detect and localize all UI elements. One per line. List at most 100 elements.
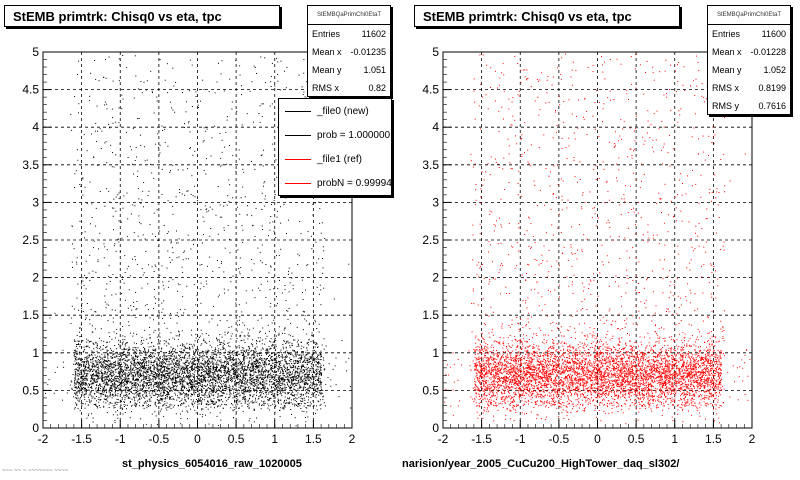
scatter-point (169, 352, 171, 354)
scatter-point (170, 170, 171, 172)
scatter-point (197, 404, 199, 406)
scatter-point (245, 372, 247, 374)
scatter-point (260, 388, 262, 390)
scatter-point (193, 380, 195, 382)
scatter-point (160, 397, 162, 399)
scatter-point (285, 360, 287, 362)
scatter-point (220, 366, 221, 368)
scatter-point (320, 364, 322, 366)
scatter-point (188, 376, 190, 378)
scatter-point (136, 263, 138, 265)
scatter-point (203, 371, 205, 373)
scatter-point (215, 368, 217, 370)
scatter-point (183, 356, 185, 358)
scatter-point (205, 158, 207, 160)
scatter-point (269, 376, 271, 378)
scatter-point (321, 356, 322, 357)
scatter-point (132, 352, 134, 354)
scatter-point (251, 381, 253, 383)
scatter-point (187, 411, 189, 413)
scatter-point (143, 382, 145, 384)
scatter-point (133, 375, 135, 377)
scatter-point (258, 396, 260, 398)
scatter-point (315, 369, 317, 371)
scatter-point (170, 389, 172, 391)
scatter-point (271, 358, 273, 360)
scatter-point (225, 372, 227, 374)
scatter-point (207, 363, 209, 365)
scatter-point (220, 419, 222, 421)
scatter-point (280, 388, 282, 390)
scatter-point (117, 376, 119, 378)
scatter-point (98, 396, 100, 398)
scatter-point (243, 363, 245, 365)
scatter-point (270, 404, 272, 406)
scatter-point (241, 364, 243, 366)
scatter-point (258, 340, 260, 342)
scatter-point (123, 389, 125, 391)
scatter-point (183, 402, 185, 404)
scatter-point (144, 353, 146, 355)
scatter-point (234, 396, 236, 398)
scatter-point (287, 369, 289, 371)
scatter-point (178, 364, 180, 366)
scatter-point (214, 392, 216, 394)
scatter-point (309, 358, 310, 360)
scatter-point (308, 360, 310, 362)
scatter-point (115, 411, 117, 413)
scatter-point (238, 368, 239, 370)
scatter-point (276, 255, 277, 257)
scatter-point (125, 365, 127, 367)
scatter-point (249, 418, 251, 420)
scatter-point (158, 375, 160, 377)
scatter-point (164, 403, 166, 405)
scatter-point (154, 404, 156, 406)
scatter-point (136, 371, 138, 373)
scatter-point (128, 325, 130, 326)
scatter-point (228, 373, 230, 374)
scatter-point (102, 373, 104, 375)
scatter-point (323, 338, 325, 340)
scatter-point (95, 314, 97, 316)
scatter-point (241, 389, 243, 391)
scatter-point (232, 380, 233, 382)
scatter-point (102, 359, 104, 361)
scatter-point (99, 388, 101, 389)
scatter-point (94, 366, 96, 368)
scatter-point (253, 368, 255, 370)
scatter-point (232, 197, 234, 199)
scatter-point (212, 372, 214, 374)
scatter-point (289, 365, 291, 367)
scatter-point (153, 319, 154, 321)
scatter-point (171, 379, 173, 381)
scatter-point (78, 352, 80, 354)
scatter-point (142, 374, 144, 376)
scatter-point (191, 363, 193, 365)
scatter-point (311, 371, 313, 373)
scatter-point (136, 301, 138, 302)
scatter-point (126, 235, 128, 237)
scatter-point (278, 254, 280, 256)
scatter-point (277, 360, 279, 362)
scatter-point (146, 383, 148, 385)
scatter-point (192, 356, 194, 358)
scatter-point (235, 351, 237, 353)
scatter-point (169, 368, 171, 370)
scatter-point (80, 359, 82, 361)
scatter-point (241, 225, 243, 226)
scatter-point (97, 375, 98, 376)
scatter-point (196, 376, 198, 378)
scatter-point (180, 393, 182, 395)
scatter-point (83, 384, 85, 386)
scatter-point (226, 379, 228, 381)
scatter-point (221, 151, 223, 153)
scatter-point (260, 391, 262, 393)
scatter-point (282, 346, 284, 348)
scatter-point (317, 366, 318, 368)
scatter-point (132, 258, 133, 260)
scatter-point (243, 376, 245, 378)
scatter-point (189, 379, 191, 381)
scatter-point (227, 367, 229, 369)
scatter-point (288, 334, 290, 336)
scatter-point (248, 402, 250, 404)
